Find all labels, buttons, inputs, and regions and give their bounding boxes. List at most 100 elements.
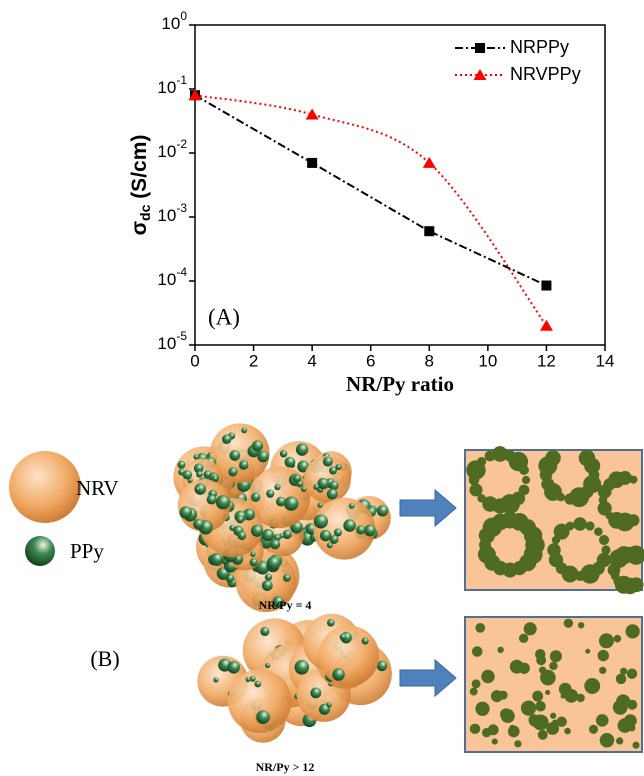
legend-label: NRVPPy: [510, 64, 581, 84]
ppy-domain: [585, 521, 594, 530]
x-tick-label: 2: [249, 351, 258, 370]
ppy-particle: [276, 497, 286, 507]
ppy-particle: [314, 514, 328, 528]
ppy-particle: [283, 530, 292, 539]
ppy-particle: [256, 710, 270, 724]
ppy-domain: [632, 742, 639, 749]
ppy-particle: [332, 668, 345, 681]
legend-marker: [475, 43, 485, 53]
ppy-domain: [564, 493, 575, 504]
ppy-domain: [598, 650, 609, 661]
ppy-domain: [629, 476, 637, 484]
ppy-particle: [310, 687, 321, 698]
ppy-particle: [266, 490, 274, 498]
ppy-particle: [196, 471, 203, 478]
ppy-domain: [589, 725, 598, 734]
ppy-particle: [377, 505, 388, 516]
series-line: [195, 95, 546, 285]
ppy-particle: [318, 503, 323, 508]
ppy-domain: [596, 714, 609, 727]
y-axis-label: σdc (S/cm): [128, 135, 153, 236]
panel-label: (B): [90, 646, 119, 671]
marker: [541, 281, 551, 291]
ppy-domain: [519, 465, 529, 475]
ppy-domain: [538, 730, 548, 740]
ppy-particle: [193, 519, 204, 530]
ppy-domain: [599, 633, 614, 648]
x-tick-label: 8: [425, 351, 434, 370]
ppy-domain: [585, 649, 590, 654]
ppy-particle: [250, 558, 258, 566]
ppy-particle: [343, 519, 356, 532]
ppy-domain: [532, 691, 543, 702]
ppy-particle: [284, 496, 298, 510]
ppy-particle: [180, 506, 192, 518]
y-tick-label: 10-1: [157, 73, 187, 97]
ppy-domain: [510, 660, 524, 674]
legend-label: PPy: [70, 539, 104, 563]
ppy-domain: [578, 622, 584, 628]
ppy-particle: [265, 663, 270, 668]
ppy-particle: [241, 427, 247, 433]
ppy-domain: [624, 714, 637, 727]
nrv-icon: [9, 451, 81, 523]
ppy-domain: [521, 701, 536, 716]
ppy-domain: [564, 619, 573, 628]
y-tick-label: 10-2: [157, 137, 187, 161]
ppy-particle: [207, 495, 217, 505]
ppy-domain: [492, 739, 498, 745]
y-tick-label: 10-4: [157, 265, 187, 289]
ppy-domain: [550, 713, 556, 719]
ppy-domain: [519, 634, 528, 643]
ppy-domain: [475, 623, 485, 633]
ppy-domain: [626, 624, 640, 638]
ppy-particle: [293, 475, 301, 483]
ppy-domain: [536, 655, 546, 665]
ppy-particle: [262, 529, 274, 541]
ppy-particle: [236, 516, 244, 524]
ppy-particle: [265, 574, 272, 581]
ppy-domain: [594, 527, 603, 536]
page: {"chart_data": {"type": "line", "xlabel"…: [0, 0, 644, 776]
legend-label: NRV: [76, 476, 119, 500]
ppy-domain: [550, 650, 562, 662]
ppy-particle: [254, 681, 261, 688]
marker: [307, 158, 317, 168]
ppy-domain: [573, 517, 586, 530]
arrow: [400, 490, 456, 526]
diagram-panel: NRV PPy NR/Py = 4 (B) NR/Py > 12: [9, 423, 644, 773]
legend-label: NRPPy: [510, 37, 569, 57]
ppy-domain: [472, 646, 483, 657]
ppy-particle: [260, 627, 269, 636]
ppy-domain: [475, 702, 489, 716]
ppy-icon: [25, 536, 55, 566]
ppy-particle: [250, 552, 255, 557]
ppy-particle: [251, 493, 260, 502]
ppy-domain: [570, 692, 578, 700]
x-tick-label: 0: [190, 351, 199, 370]
ppy-domain: [508, 726, 520, 738]
ppy-particle: [362, 638, 369, 645]
ppy-particle: [270, 539, 280, 549]
ppy-particle: [327, 489, 338, 500]
ppy-particle: [340, 634, 347, 641]
ppy-domain: [587, 682, 593, 688]
ppy-particle: [178, 461, 186, 469]
ppy-particle: [213, 677, 218, 682]
arrow: [400, 660, 456, 696]
ppy-particle: [329, 481, 338, 490]
ppy-particle: [228, 467, 237, 476]
ppy-particle: [327, 619, 335, 627]
caption: NR/Py = 4: [259, 598, 312, 612]
ppy-particle: [228, 661, 240, 673]
series-line: [195, 95, 546, 326]
ppy-particle: [246, 677, 251, 682]
ppy-particle: [216, 495, 230, 509]
x-tick-label: 4: [307, 351, 316, 370]
ppy-domain: [470, 724, 480, 734]
nrv-particle: [228, 669, 292, 733]
ppy-particle: [222, 435, 231, 444]
marker: [424, 226, 434, 236]
ppy-particle: [323, 457, 333, 467]
